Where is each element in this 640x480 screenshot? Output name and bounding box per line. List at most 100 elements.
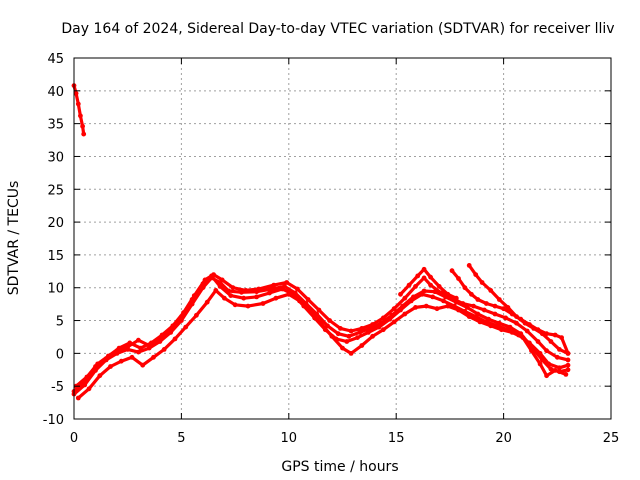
data-point <box>346 333 352 339</box>
data-point <box>325 323 330 329</box>
data-point <box>430 294 436 300</box>
data-point <box>415 273 421 279</box>
data-point <box>453 295 459 301</box>
data-point <box>492 303 498 309</box>
data-point <box>213 288 219 293</box>
data-point <box>535 339 541 344</box>
x-tick-label: 0 <box>70 431 78 446</box>
data-point <box>544 348 549 354</box>
data-point <box>136 349 141 355</box>
y-tick-label: 15 <box>47 249 64 264</box>
data-point <box>179 314 184 319</box>
data-point <box>254 294 259 300</box>
data-point <box>445 291 451 297</box>
data-point <box>505 327 511 333</box>
data-point <box>552 332 558 338</box>
x-tick-label: 20 <box>495 431 512 446</box>
data-point <box>563 372 569 377</box>
data-point <box>380 315 386 321</box>
data-point <box>200 281 206 287</box>
data-point <box>245 303 251 309</box>
data-point <box>138 345 144 351</box>
data-point <box>484 301 489 306</box>
data-point <box>481 307 487 313</box>
data-point <box>402 311 408 317</box>
data-point <box>469 291 474 297</box>
data-point <box>312 315 317 321</box>
data-point <box>217 284 223 289</box>
data-point <box>557 347 562 352</box>
data-point <box>466 263 472 268</box>
data-point <box>219 277 225 283</box>
y-tick-label: 5 <box>56 315 64 330</box>
data-point <box>80 123 85 129</box>
data-point <box>204 299 210 305</box>
data-point <box>434 306 440 312</box>
data-point <box>514 314 519 319</box>
data-point <box>183 324 189 330</box>
data-point <box>222 295 227 301</box>
y-tick-label: 45 <box>47 52 64 67</box>
data-point <box>75 395 81 401</box>
data-point <box>75 101 81 107</box>
data-point <box>428 274 433 280</box>
data-point <box>273 295 279 301</box>
data-point <box>172 336 178 342</box>
data-point <box>355 335 360 340</box>
data-point <box>333 336 339 342</box>
data-point <box>451 303 457 309</box>
data-point <box>380 327 386 333</box>
data-point <box>546 361 552 367</box>
data-point <box>413 284 418 289</box>
data-point <box>548 366 554 372</box>
y-tick-label: 10 <box>47 282 64 297</box>
x-tick-label: 15 <box>388 431 405 446</box>
data-point <box>82 378 88 384</box>
y-tick-label: 40 <box>47 85 64 100</box>
x-tick-label: 5 <box>177 431 185 446</box>
data-point <box>194 312 199 318</box>
data-point <box>524 328 530 334</box>
y-tick-label: -5 <box>51 380 64 395</box>
data-point <box>529 348 534 354</box>
x-axis-ticks: 0 5 10 15 20 25 <box>70 58 619 446</box>
data-point <box>269 286 274 292</box>
data-point <box>387 316 393 322</box>
data-point <box>527 340 532 346</box>
data-point <box>531 326 537 331</box>
data-point <box>146 343 152 348</box>
data-point <box>421 275 427 281</box>
data-point <box>103 356 109 361</box>
data-point <box>73 91 79 96</box>
data-point <box>327 318 332 323</box>
grid-lines <box>74 58 611 419</box>
data-point <box>136 337 141 343</box>
data-point <box>348 328 354 334</box>
data-point <box>423 303 429 309</box>
data-point <box>189 297 195 302</box>
data-point <box>492 311 498 317</box>
data-point <box>157 336 163 342</box>
data-point <box>505 305 511 310</box>
y-tick-label: 30 <box>47 150 64 165</box>
data-point <box>140 362 146 368</box>
data-point <box>284 280 290 285</box>
data-point <box>449 268 455 274</box>
plot-frame <box>73 57 612 420</box>
data-point <box>228 293 234 298</box>
data-point <box>370 322 375 327</box>
data-point <box>484 319 489 325</box>
data-point <box>398 291 403 297</box>
data-point <box>125 344 131 350</box>
y-axis-ticks: -10 -5 0 5 10 15 20 25 30 35 40 45 <box>43 52 611 428</box>
data-point <box>539 331 545 337</box>
data-point <box>565 362 571 368</box>
data-point <box>151 354 156 360</box>
data-point <box>496 297 502 302</box>
data-point <box>81 131 87 137</box>
data-point <box>460 301 466 306</box>
data-point <box>516 332 521 338</box>
data-point <box>161 347 167 352</box>
data-point <box>552 368 558 373</box>
data-point <box>473 314 479 319</box>
